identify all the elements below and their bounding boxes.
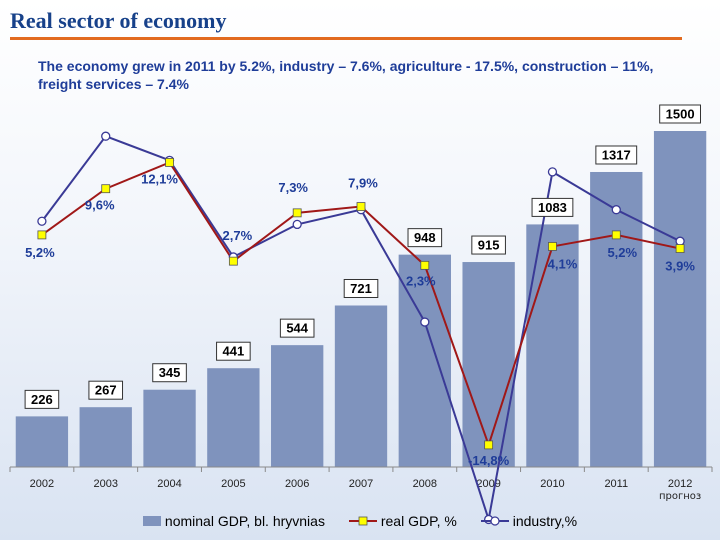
chart-legend: nominal GDP, bl. hryvnias real GDP, % in… (0, 512, 720, 529)
bar-value-label-2007: 721 (350, 281, 372, 296)
bar-2012 (653, 131, 707, 467)
bar-2005 (207, 368, 260, 467)
gdp-point-2007 (356, 202, 366, 211)
gdp-point-2004 (165, 158, 174, 167)
industry-point-2008 (420, 317, 430, 327)
bar-2009 (462, 262, 515, 467)
industry-point-2002 (37, 216, 47, 226)
legend-gdp-swatch (348, 516, 377, 526)
x-tick-label-2009: 2009 (476, 478, 500, 490)
gdp-label-2007: 7,9% (348, 176, 378, 191)
bar-label-box (407, 228, 443, 248)
gdp-point-2003 (101, 184, 111, 194)
slide-subtitle: The economy grew in 2011 by 5.2%, indust… (38, 58, 654, 92)
x-tick-label-2006: 2006 (285, 478, 309, 490)
gdp-point-2009 (484, 440, 494, 450)
gdp-point-2012 (675, 244, 685, 253)
bar-label-box (531, 197, 574, 217)
bar-label-box (659, 104, 701, 124)
labels-layer: 226 267 345 441 544 721 948 915 1083 1317 1500 5,2%… (24, 104, 701, 468)
bar-label-box (343, 278, 379, 298)
bar-label-box (152, 363, 187, 383)
bar-label-box (595, 145, 638, 165)
legend-label-gdp: real GDP, % (380, 513, 457, 530)
industry-point-2012 (675, 236, 685, 246)
x-tick-label-2007: 2007 (349, 478, 373, 490)
x-tick-label-2011: 2011 (604, 478, 628, 490)
gdp-label-2008: 2,3% (406, 273, 436, 288)
x-tick-label-2004: 2004 (157, 478, 181, 490)
gdp-point-2002 (37, 230, 47, 240)
x-tick-label-2010: 2010 (540, 478, 564, 490)
bar-2004 (143, 389, 196, 467)
gdp-label-2009: -14,8% (468, 453, 510, 468)
x-tick-sublabel: прогноз (659, 491, 701, 502)
gdp-label-2010: 4,1% (548, 256, 578, 271)
gdp-point-2005 (228, 256, 238, 266)
legend-bar-swatch (142, 516, 161, 527)
legend-item-gdp: real GDP, % (348, 513, 457, 530)
legend-item-industry: industry,% (480, 513, 578, 530)
bar-value-label-2009: 915 (478, 238, 500, 253)
bar-2006 (271, 345, 324, 467)
legend-label-industry: industry,% (512, 513, 578, 530)
bar-label-box (216, 341, 251, 361)
bars-layer (15, 131, 707, 467)
gdp-label-2011: 5,2% (607, 245, 637, 260)
gdp-point-2011 (611, 230, 621, 240)
legend-industry-swatch (480, 516, 509, 526)
bar-value-label-2004: 345 (159, 365, 181, 380)
gdp-label-2006: 7,3% (278, 180, 308, 195)
bar-value-label-2011: 1317 (602, 147, 631, 162)
industry-point-2006 (292, 219, 302, 230)
industry-point-2011 (611, 205, 621, 215)
lines-layer (37, 131, 685, 525)
bar-label-box (88, 380, 124, 400)
legend-item-bars: nominal GDP, bl. hryvnias (142, 513, 325, 530)
bar-value-label-2008: 948 (414, 230, 436, 245)
gdp-label-2012: 3,9% (665, 259, 695, 274)
bar-value-label-2006: 544 (286, 321, 308, 336)
bar-value-label-2005: 441 (223, 344, 245, 359)
title-underline (10, 37, 682, 40)
bar-value-label-2012: 1500 (666, 107, 695, 122)
industry-point-2010 (547, 167, 558, 177)
gdp-label-2002: 5,2% (25, 245, 55, 260)
industry-point-2003 (101, 131, 111, 141)
bar-label-box (24, 389, 60, 409)
x-tick-label-2012: 2012 (668, 478, 692, 490)
bar-value-label-2002: 226 (31, 392, 53, 407)
bar-label-box (279, 318, 315, 338)
bar-2002 (15, 416, 69, 467)
gdp-point-2006 (292, 208, 302, 218)
gdp-label-2005: 2,7% (223, 228, 253, 243)
bar-label-box (471, 235, 506, 255)
x-tick-label-2003: 2003 (93, 478, 117, 490)
bar-2007 (334, 305, 388, 467)
slide-title: Real sector of economy (10, 8, 227, 33)
bar-2011 (590, 171, 643, 467)
x-tick-label-2005: 2005 (221, 478, 245, 490)
bar-value-label-2003: 267 (95, 383, 117, 398)
bar-2003 (79, 407, 132, 467)
x-tick-label-2002: 2002 (30, 478, 54, 490)
gdp-label-2004: 12,1% (141, 171, 178, 186)
gdp-label-2003: 9,6% (85, 198, 115, 213)
gdp-point-2008 (420, 260, 430, 270)
x-tick-label-2008: 2008 (413, 478, 437, 490)
bar-value-label-2010: 1083 (538, 200, 567, 215)
x-axis: 2002 2003 2004 2005 2006 2007 2008 2009 2010 2011… (9, 466, 713, 502)
legend-label-bars: nominal GDP, bl. hryvnias (164, 513, 325, 530)
gdp-point-2010 (548, 242, 557, 251)
